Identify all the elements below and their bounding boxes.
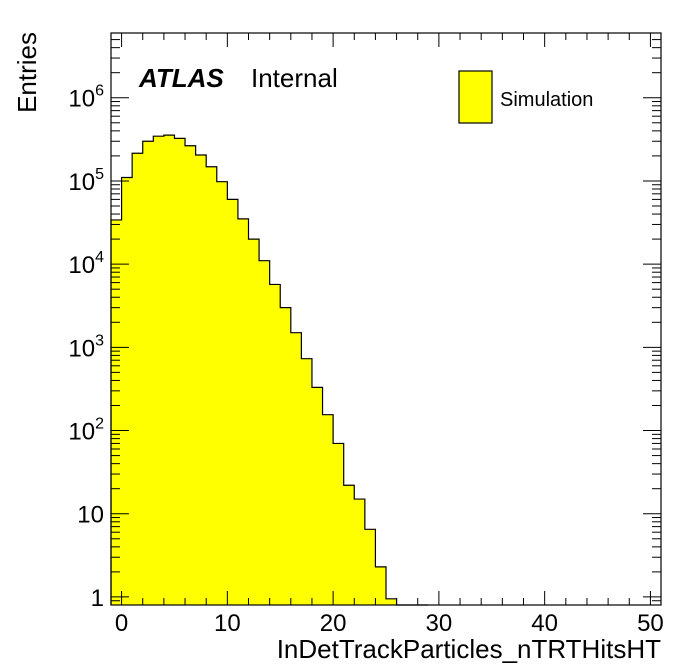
y-tick-label: 105 [68,166,104,196]
legend-swatch [458,70,493,124]
histogram-bar [333,443,345,605]
histogram-bar [142,141,154,605]
internal-label: Internal [251,63,338,93]
x-tick-label: 50 [637,610,664,637]
histogram-bar [216,181,228,606]
histogram-bar [280,307,292,605]
histogram-bar [343,485,355,605]
histogram-bar [354,499,366,605]
histogram-bar [259,260,271,605]
histogram-bar [132,153,144,605]
histogram-bar [269,284,281,605]
histogram-bar [185,145,197,606]
y-tick-label: 1 [91,585,104,612]
histogram-bar [301,358,313,605]
y-tick-label: 103 [68,332,104,362]
x-axis-label: InDetTrackParticles_nTRTHitsHT [277,634,661,664]
histogram-bar [206,166,218,606]
x-tick-label: 0 [115,610,128,637]
histogram-bar [174,138,186,606]
histogram-bar [290,332,302,605]
histogram-bar [153,136,165,606]
atlas-label: ATLAS [138,63,224,93]
histogram-bar [364,529,376,605]
legend-entry-simulation: Simulation [500,89,593,111]
histogram-bar [322,414,334,605]
y-tick-label: 10 [77,502,104,529]
histogram-bar [195,155,207,605]
x-tick-label: 20 [320,610,347,637]
x-axis-ticks: 0 10 20 30 40 50 [115,33,664,637]
histogram-bar [227,199,239,606]
histogram-bar [386,598,397,605]
y-tick-label: 106 [68,83,104,113]
plot-border [110,32,662,606]
histogram-bar [375,566,387,605]
y-axis-ticks: 1 10 102 103 104 105 106 [68,32,661,612]
histogram-bar [237,218,249,605]
histogram-bar [163,135,175,605]
histogram-bar [311,387,323,605]
y-tick-label: 102 [68,416,104,446]
histogram-bar [121,177,133,606]
x-tick-label: 40 [531,610,558,637]
histogram-bars [110,134,429,606]
histogram-bar [111,219,122,605]
y-tick-label: 104 [68,249,104,279]
y-axis-label: Entries [12,32,42,113]
x-tick-label: 30 [426,610,453,637]
histogram-outline [110,134,429,606]
histogram-bar [248,239,260,605]
plot-frame [110,32,662,606]
x-tick-label: 10 [214,610,241,637]
